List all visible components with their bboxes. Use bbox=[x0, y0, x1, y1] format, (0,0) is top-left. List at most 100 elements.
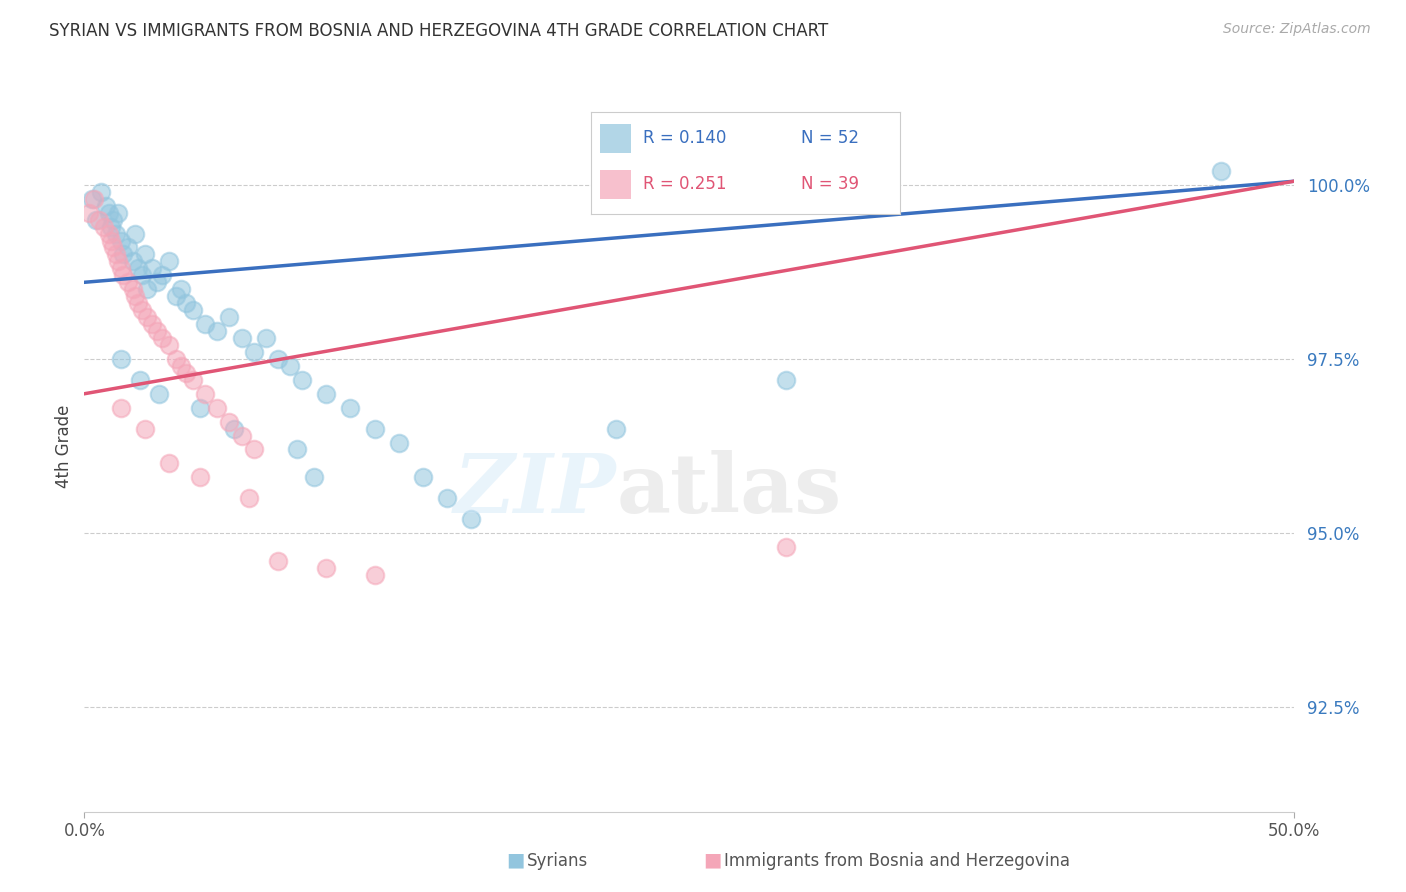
Point bbox=[231, 331, 253, 345]
Point bbox=[150, 268, 173, 283]
Point bbox=[412, 470, 434, 484]
Point bbox=[242, 345, 264, 359]
Text: ■: ■ bbox=[703, 851, 721, 870]
Point bbox=[174, 296, 197, 310]
Point bbox=[93, 219, 115, 234]
Text: Syrians: Syrians bbox=[527, 852, 589, 870]
Point bbox=[110, 261, 132, 276]
Point bbox=[157, 254, 180, 268]
Point bbox=[207, 324, 229, 338]
Point bbox=[141, 261, 163, 276]
Text: N = 52: N = 52 bbox=[801, 128, 859, 146]
Point bbox=[605, 421, 627, 435]
Point bbox=[77, 205, 100, 219]
Point bbox=[127, 296, 149, 310]
Point bbox=[94, 199, 117, 213]
Point bbox=[121, 282, 143, 296]
Point bbox=[194, 386, 217, 401]
Point bbox=[127, 261, 149, 276]
Point bbox=[194, 317, 217, 331]
Point bbox=[110, 234, 132, 248]
Text: R = 0.140: R = 0.140 bbox=[643, 128, 727, 146]
Bar bbox=[600, 124, 631, 153]
Point bbox=[181, 303, 204, 318]
Point bbox=[131, 303, 153, 318]
Point bbox=[218, 415, 240, 429]
Bar bbox=[600, 170, 631, 199]
Point bbox=[148, 386, 170, 401]
Point bbox=[90, 185, 112, 199]
Point bbox=[117, 240, 139, 254]
Point bbox=[104, 247, 127, 261]
Point bbox=[107, 205, 129, 219]
Point bbox=[165, 289, 187, 303]
Text: ■: ■ bbox=[506, 851, 524, 870]
Point bbox=[315, 561, 337, 575]
Point bbox=[436, 491, 458, 506]
Point bbox=[97, 205, 120, 219]
Point bbox=[103, 240, 125, 254]
Point bbox=[103, 212, 125, 227]
Point bbox=[363, 421, 385, 435]
Point bbox=[150, 331, 173, 345]
Point bbox=[267, 554, 290, 568]
Point bbox=[104, 227, 127, 241]
Point bbox=[170, 359, 193, 373]
Point bbox=[146, 324, 169, 338]
Point bbox=[278, 359, 301, 373]
Point bbox=[224, 421, 246, 435]
Point bbox=[83, 192, 105, 206]
Point bbox=[460, 512, 482, 526]
Text: SYRIAN VS IMMIGRANTS FROM BOSNIA AND HERZEGOVINA 4TH GRADE CORRELATION CHART: SYRIAN VS IMMIGRANTS FROM BOSNIA AND HER… bbox=[49, 22, 828, 40]
Point bbox=[136, 282, 159, 296]
Point bbox=[112, 268, 135, 283]
Point bbox=[117, 275, 139, 289]
Point bbox=[129, 373, 152, 387]
Point bbox=[238, 491, 260, 506]
Point bbox=[134, 421, 156, 435]
Point bbox=[190, 470, 212, 484]
Point bbox=[100, 234, 122, 248]
Point bbox=[285, 442, 308, 457]
Point bbox=[254, 331, 277, 345]
Point bbox=[86, 212, 108, 227]
Point bbox=[112, 247, 135, 261]
Text: R = 0.251: R = 0.251 bbox=[643, 176, 727, 194]
Point bbox=[110, 351, 132, 366]
Text: Source: ZipAtlas.com: Source: ZipAtlas.com bbox=[1223, 22, 1371, 37]
Point bbox=[267, 351, 290, 366]
Point bbox=[207, 401, 229, 415]
Point bbox=[1209, 164, 1232, 178]
Point bbox=[136, 310, 159, 325]
Point bbox=[231, 428, 253, 442]
Text: atlas: atlas bbox=[616, 450, 842, 530]
Point bbox=[291, 373, 314, 387]
Point bbox=[87, 212, 110, 227]
Point bbox=[174, 366, 197, 380]
Text: N = 39: N = 39 bbox=[801, 176, 859, 194]
Point bbox=[124, 289, 146, 303]
Point bbox=[141, 317, 163, 331]
Point bbox=[315, 386, 337, 401]
Point bbox=[363, 567, 385, 582]
Point bbox=[170, 282, 193, 296]
Point bbox=[134, 247, 156, 261]
Y-axis label: 4th Grade: 4th Grade bbox=[55, 404, 73, 488]
Point bbox=[388, 435, 411, 450]
Point bbox=[124, 227, 146, 241]
Point bbox=[157, 338, 180, 352]
Point bbox=[121, 254, 143, 268]
Text: ZIP: ZIP bbox=[454, 450, 616, 530]
Point bbox=[80, 192, 103, 206]
Point bbox=[157, 457, 180, 471]
Point bbox=[165, 351, 187, 366]
Point bbox=[302, 470, 325, 484]
Text: Immigrants from Bosnia and Herzegovina: Immigrants from Bosnia and Herzegovina bbox=[724, 852, 1070, 870]
Point bbox=[775, 540, 797, 554]
Point bbox=[218, 310, 240, 325]
Point bbox=[775, 373, 797, 387]
Point bbox=[110, 401, 132, 415]
Point bbox=[339, 401, 361, 415]
Point bbox=[100, 219, 122, 234]
Point bbox=[242, 442, 264, 457]
